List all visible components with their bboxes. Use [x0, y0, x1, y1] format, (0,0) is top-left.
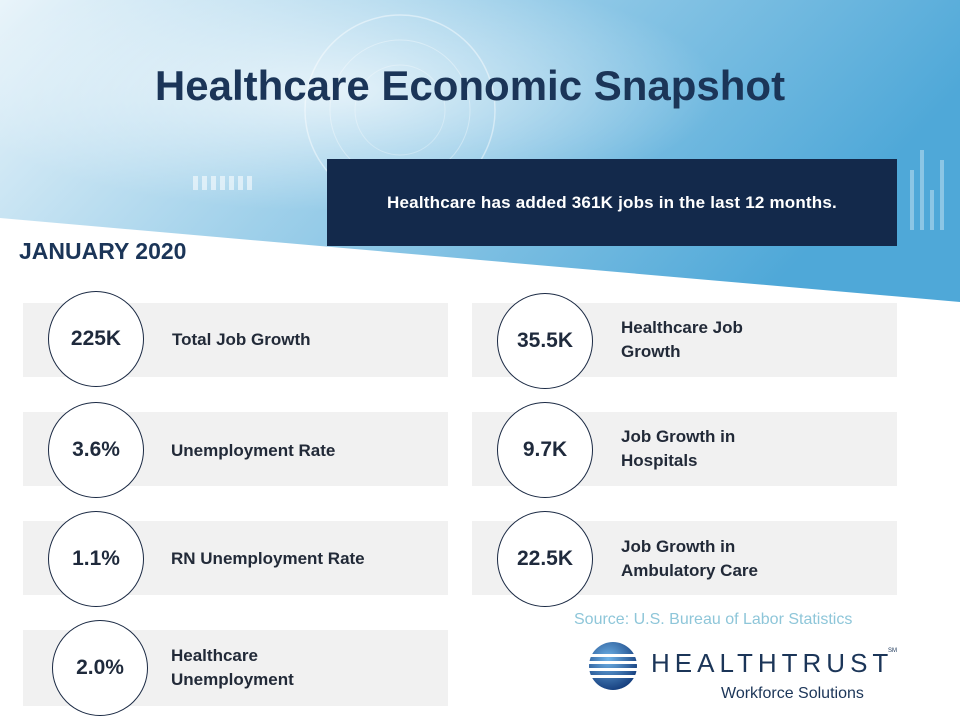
- globe-icon: [585, 642, 641, 690]
- stat-label: RN Unemployment Rate: [171, 549, 365, 568]
- stat-value-circle: 2.0%: [52, 620, 148, 716]
- stat-value-circle: 9.7K: [497, 402, 593, 498]
- stat-label: Job Growth in Hospitals: [621, 427, 736, 470]
- stat-value-circle: 22.5K: [497, 511, 593, 607]
- stat-value-circle: 225K: [48, 291, 144, 387]
- stat-label: Job Growth in Ambulatory Care: [621, 537, 758, 580]
- stat-label: Total Job Growth: [172, 330, 311, 349]
- stat-label: Unemployment Rate: [171, 441, 336, 460]
- logo-wordmark: HEALTHTRUST: [651, 648, 894, 678]
- jobs-callout: Healthcare has added 361K jobs in the la…: [327, 159, 897, 246]
- source-note: Source: U.S. Bureau of Labor Statistics: [574, 611, 853, 628]
- logo-subtitle: Workforce Solutions: [721, 685, 864, 702]
- stat-value-circle: 35.5K: [497, 293, 593, 389]
- stat-value-circle: 3.6%: [48, 402, 144, 498]
- stat-label: Healthcare Unemployment: [171, 646, 294, 689]
- report-period: JANUARY 2020: [19, 238, 187, 264]
- stat-value-circle: 1.1%: [48, 511, 144, 607]
- logo-service-mark: SM: [888, 648, 897, 654]
- healthtrust-logo: HEALTHTRUST SM Workforce Solutions: [583, 638, 903, 710]
- page-title: Healthcare Economic Snapshot: [154, 62, 786, 109]
- stat-label: Healthcare Job Growth: [621, 318, 743, 361]
